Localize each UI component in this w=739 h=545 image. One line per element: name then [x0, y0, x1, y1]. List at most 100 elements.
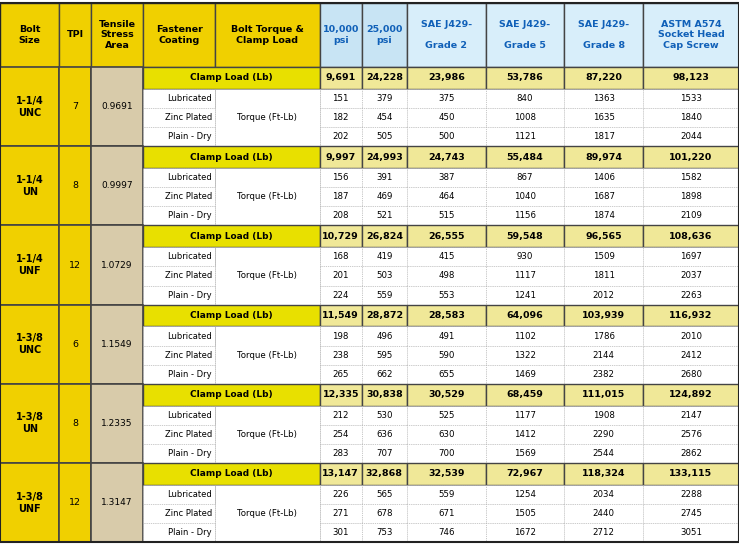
Text: 87,220: 87,220	[585, 74, 622, 82]
Bar	[643, 226, 739, 247]
Text: 23,986: 23,986	[428, 74, 465, 82]
Bar	[91, 384, 143, 463]
Text: Zinc Plated: Zinc Plated	[165, 271, 212, 281]
Text: 2862: 2862	[680, 449, 702, 458]
Bar	[215, 168, 320, 226]
Text: 55,484: 55,484	[507, 153, 543, 162]
Text: 590: 590	[438, 350, 454, 360]
Bar	[143, 146, 320, 168]
Text: 6: 6	[72, 340, 78, 349]
Bar	[565, 425, 643, 444]
Bar	[0, 305, 59, 384]
Text: 1040: 1040	[514, 192, 536, 201]
Text: 565: 565	[376, 490, 392, 499]
Bar	[361, 384, 407, 405]
Text: 271: 271	[333, 509, 349, 518]
Bar	[320, 3, 361, 67]
Text: 840: 840	[517, 94, 534, 103]
Bar	[407, 67, 486, 89]
Text: 7: 7	[72, 102, 78, 111]
Text: 503: 503	[376, 271, 392, 281]
Bar	[361, 187, 407, 207]
Bar	[486, 365, 565, 384]
Text: 2576: 2576	[680, 430, 702, 439]
Bar	[643, 326, 739, 346]
Bar	[361, 67, 407, 89]
Text: 2012: 2012	[593, 290, 615, 300]
Bar	[320, 226, 361, 247]
Bar	[361, 108, 407, 127]
Bar	[565, 168, 643, 187]
Bar	[215, 89, 320, 146]
Bar	[407, 305, 486, 326]
Text: 1533: 1533	[680, 94, 702, 103]
Bar	[486, 523, 565, 542]
Bar	[643, 127, 739, 146]
Bar	[361, 207, 407, 226]
Bar	[361, 168, 407, 187]
Bar	[0, 67, 59, 146]
Text: 26,555: 26,555	[428, 232, 465, 241]
Text: 12: 12	[69, 498, 81, 507]
Text: 1254: 1254	[514, 490, 536, 499]
Text: 168: 168	[333, 252, 349, 261]
Bar	[320, 425, 361, 444]
Bar	[565, 523, 643, 542]
Bar	[361, 127, 407, 146]
Text: ASTM A574
Socket Head
Cap Screw: ASTM A574 Socket Head Cap Screw	[658, 20, 724, 50]
Bar	[143, 3, 215, 67]
Text: 655: 655	[438, 370, 454, 379]
Text: Tensile
Stress
Area: Tensile Stress Area	[98, 20, 135, 50]
Text: 2034: 2034	[593, 490, 615, 499]
Bar	[361, 485, 407, 504]
Bar	[91, 67, 143, 146]
Text: 1505: 1505	[514, 509, 536, 518]
Text: Zinc Plated: Zinc Plated	[165, 192, 212, 201]
Bar	[643, 247, 739, 267]
Text: 24,743: 24,743	[428, 153, 465, 162]
Text: 415: 415	[438, 252, 454, 261]
Bar	[143, 485, 215, 504]
Text: 98,123: 98,123	[672, 74, 709, 82]
Bar	[143, 405, 215, 425]
Bar	[320, 207, 361, 226]
Bar	[320, 405, 361, 425]
Text: 226: 226	[333, 490, 349, 499]
Text: 283: 283	[333, 449, 349, 458]
Bar	[361, 305, 407, 326]
Bar	[565, 286, 643, 305]
Bar	[143, 226, 320, 247]
Text: Clamp Load (Lb): Clamp Load (Lb)	[190, 232, 273, 241]
Bar	[91, 463, 143, 542]
Text: 530: 530	[376, 411, 392, 420]
Bar	[486, 226, 565, 247]
Text: 379: 379	[376, 94, 392, 103]
Bar	[643, 146, 739, 168]
Text: 1-1/4
UNF: 1-1/4 UNF	[16, 254, 44, 276]
Bar	[215, 405, 320, 463]
Bar	[0, 226, 59, 305]
Text: 96,565: 96,565	[585, 232, 622, 241]
Text: 2544: 2544	[593, 449, 615, 458]
Text: 1811: 1811	[593, 271, 615, 281]
Text: 391: 391	[376, 173, 392, 182]
Bar	[361, 463, 407, 485]
Text: 1102: 1102	[514, 331, 536, 341]
Bar	[320, 485, 361, 504]
Text: 53,786: 53,786	[507, 74, 543, 82]
Text: 2010: 2010	[680, 331, 702, 341]
Bar	[643, 523, 739, 542]
Bar	[407, 286, 486, 305]
Bar	[320, 108, 361, 127]
Bar	[486, 384, 565, 405]
Bar	[643, 405, 739, 425]
Bar	[143, 187, 215, 207]
Text: 1-1/4
UN: 1-1/4 UN	[16, 175, 44, 197]
Text: 89,974: 89,974	[585, 153, 622, 162]
Text: 3051: 3051	[680, 528, 702, 537]
Text: 595: 595	[376, 350, 392, 360]
Text: Lubricated: Lubricated	[167, 173, 212, 182]
Bar	[361, 286, 407, 305]
Bar	[565, 384, 643, 405]
Text: Plain - Dry: Plain - Dry	[168, 370, 212, 379]
